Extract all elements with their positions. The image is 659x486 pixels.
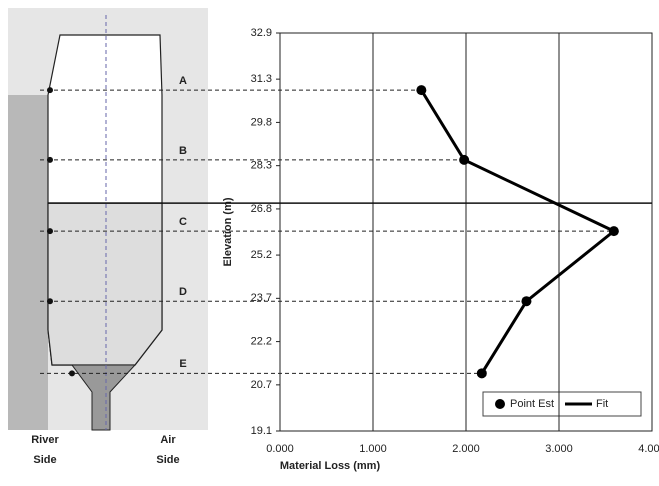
section-label: B [179, 145, 187, 157]
point-est [459, 155, 469, 165]
section-dot [47, 298, 53, 304]
section-label: D [179, 286, 187, 298]
point-est [477, 368, 487, 378]
x-axis-label: Material Loss (mm) [280, 460, 381, 472]
section-dot [47, 228, 53, 234]
y-tick-label: 20.7 [251, 379, 272, 391]
x-tick-label: 4.000 [638, 443, 659, 455]
y-tick-label: 23.7 [251, 292, 272, 304]
x-tick-label: 1.000 [359, 443, 387, 455]
legend-label: Point Est [510, 398, 554, 410]
river-water [8, 95, 48, 430]
y-tick-label: 32.9 [251, 27, 272, 39]
chart: RiverSide AirSide Elevation (m) Material… [0, 0, 659, 486]
y-tick-label: 28.3 [251, 160, 272, 172]
y-tick-label: 19.1 [251, 425, 272, 437]
y-tick-label: 26.8 [251, 203, 272, 215]
section-dot [69, 370, 75, 376]
legend-marker [495, 399, 505, 409]
legend [483, 392, 641, 416]
x-tick-label: 2.000 [452, 443, 480, 455]
section-label: E [179, 358, 186, 370]
section-dot [47, 157, 53, 163]
x-tick-label: 0.000 [266, 443, 294, 455]
fit-line [421, 90, 614, 373]
section-label: C [179, 216, 187, 228]
y-tick-label: 31.3 [251, 73, 272, 85]
y-tick-label: 29.8 [251, 116, 272, 128]
y-axis-label: Elevation (m) [222, 197, 234, 266]
point-est [416, 85, 426, 95]
y-tick-label: 25.2 [251, 249, 272, 261]
legend-label: Fit [596, 398, 608, 410]
y-tick-label: 22.2 [251, 336, 272, 348]
schematic [8, 8, 208, 430]
lower-section [48, 203, 162, 365]
section-label: A [179, 75, 187, 87]
section-dot [47, 87, 53, 93]
point-est [609, 226, 619, 236]
point-est [521, 296, 531, 306]
x-tick-label: 3.000 [545, 443, 573, 455]
